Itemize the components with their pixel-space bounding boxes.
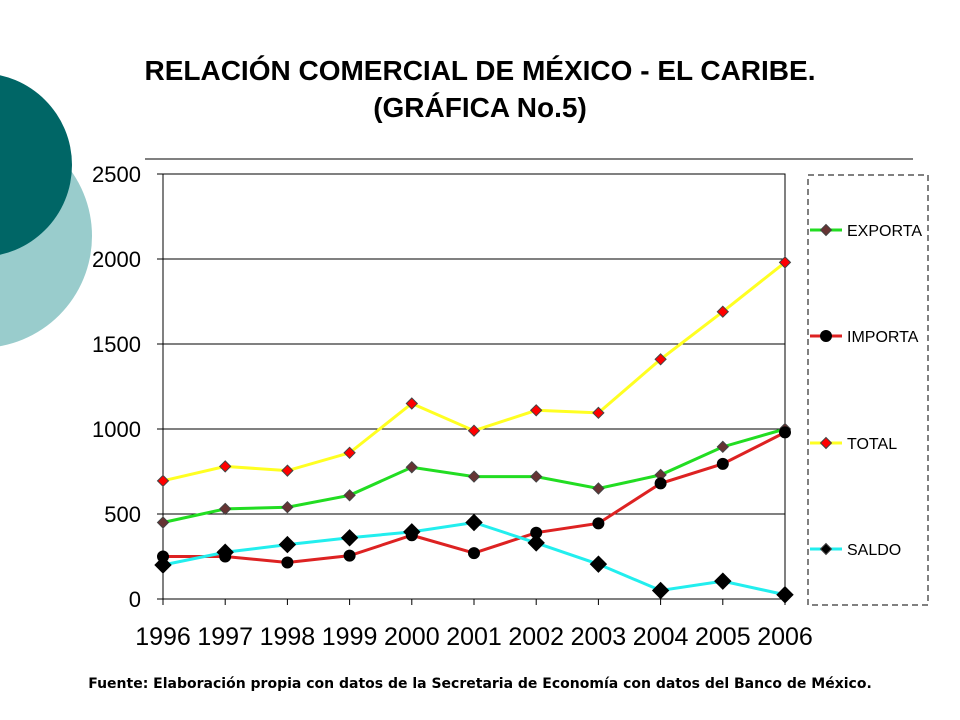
- x-tick-label: 2002: [508, 623, 564, 651]
- data-point-total: [716, 305, 730, 318]
- y-tick-label: 500: [104, 502, 141, 527]
- x-tick-label: 1998: [260, 623, 316, 651]
- data-point-importa: [281, 556, 294, 569]
- data-point-importa: [343, 549, 356, 562]
- legend-item-total: TOTAL: [810, 436, 897, 453]
- data-point-total: [654, 353, 667, 366]
- data-point-total: [343, 446, 356, 460]
- y-tick-label: 2000: [92, 247, 141, 272]
- chart-subtitle: (GRÁFICA No.5): [373, 92, 587, 123]
- legend-box: [807, 174, 929, 606]
- legend-marker: [819, 542, 833, 556]
- y-tick-label: 1500: [92, 332, 141, 357]
- x-tick-label: 2000: [384, 623, 440, 651]
- legend-item-importa: IMPORTA: [810, 329, 919, 346]
- dark-circle: [0, 75, 72, 255]
- x-tick-label: 2001: [446, 623, 502, 651]
- data-point-importa: [592, 517, 605, 530]
- data-point-importa: [779, 426, 791, 439]
- data-point-exporta: [281, 500, 294, 514]
- data-point-exporta: [529, 470, 543, 483]
- legend: EXPORTA IMPORTA TOTAL SALDO: [807, 174, 929, 606]
- y-tick-label: 0: [129, 587, 141, 612]
- data-point-importa: [654, 477, 667, 490]
- data-point-total: [218, 460, 232, 473]
- decorative-circles: [0, 75, 92, 347]
- chart-title: RELACIÓN COMERCIAL DE MÉXICO - EL CARIBE…: [144, 55, 816, 86]
- series-line-total: [162, 261, 786, 483]
- data-point-total: [405, 397, 419, 410]
- legend-marker: [820, 330, 832, 342]
- series-exporta: [156, 422, 792, 529]
- legend-marker: [819, 223, 833, 237]
- x-tick-label: 1996: [135, 623, 191, 651]
- y-tick-label: 2500: [92, 162, 141, 187]
- series-total: [156, 256, 792, 488]
- data-point-saldo: [403, 523, 421, 541]
- data-point-importa: [716, 457, 729, 470]
- data-point-total: [592, 406, 605, 420]
- data-point-total: [467, 424, 481, 437]
- data-point-saldo: [651, 581, 670, 600]
- legend-label: IMPORTA: [847, 329, 919, 346]
- grid: [162, 173, 786, 600]
- data-point-saldo: [527, 534, 545, 552]
- data-point-exporta: [467, 470, 481, 483]
- x-tick-label: 1999: [322, 623, 378, 651]
- x-tick-label: 2005: [695, 623, 751, 651]
- data-point-importa: [468, 547, 480, 560]
- data-point-exporta: [156, 516, 170, 529]
- data-point-exporta: [592, 482, 605, 495]
- data-point-exporta: [716, 440, 730, 454]
- data-point-total: [156, 474, 170, 488]
- data-point-exporta: [218, 502, 232, 516]
- plot-frame: [162, 173, 786, 600]
- legend-label: TOTAL: [847, 436, 897, 453]
- data-point-total: [529, 404, 543, 417]
- data-point-exporta: [343, 489, 356, 502]
- series: [154, 256, 794, 604]
- data-point-saldo: [216, 543, 234, 561]
- y-tick-label: 1000: [92, 417, 141, 442]
- data-point-saldo: [465, 513, 483, 532]
- legend-marker: [819, 436, 833, 450]
- x-tick-label: 2003: [571, 623, 627, 651]
- legend-item-exporta: EXPORTA: [810, 223, 922, 240]
- legend-label: EXPORTA: [847, 223, 922, 240]
- data-point-exporta: [405, 461, 419, 474]
- series-importa: [157, 426, 791, 569]
- x-tick-label: 2004: [633, 623, 689, 651]
- data-point-saldo: [340, 529, 359, 547]
- series-saldo: [154, 513, 794, 604]
- data-point-saldo: [154, 556, 172, 574]
- data-point-saldo: [278, 535, 297, 554]
- data-point-total: [281, 464, 294, 477]
- data-point-saldo: [589, 555, 608, 573]
- x-tick-label: 1997: [197, 623, 253, 651]
- source-note: Fuente: Elaboración propia con datos de …: [88, 676, 872, 692]
- legend-label: SALDO: [847, 542, 901, 559]
- legend-item-saldo: SALDO: [810, 542, 901, 559]
- series-line-importa: [163, 431, 786, 564]
- data-point-saldo: [714, 572, 732, 590]
- x-tick-label: 2006: [757, 623, 813, 651]
- data-point-total: [778, 256, 792, 269]
